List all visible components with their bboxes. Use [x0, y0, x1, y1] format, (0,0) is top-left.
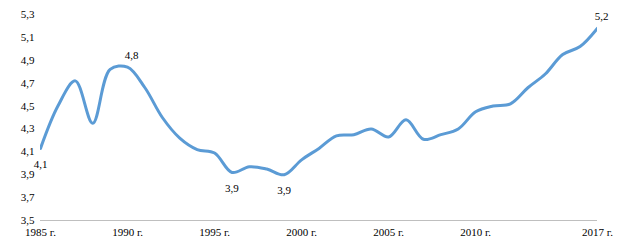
svg-text:5,3: 5,3: [21, 8, 35, 20]
svg-text:3,9: 3,9: [277, 184, 291, 196]
svg-text:2005 г.: 2005 г.: [373, 226, 404, 238]
svg-text:3,5: 3,5: [21, 214, 35, 226]
svg-text:1990 г.: 1990 г.: [112, 226, 143, 238]
svg-text:3,7: 3,7: [21, 191, 35, 203]
svg-text:4,9: 4,9: [21, 54, 35, 66]
svg-text:2010 г.: 2010 г.: [460, 226, 491, 238]
svg-text:3,9: 3,9: [225, 182, 239, 194]
svg-text:1985 г.: 1985 г.: [25, 226, 56, 238]
svg-text:4,5: 4,5: [21, 100, 35, 112]
svg-text:1995 г.: 1995 г.: [199, 226, 230, 238]
svg-text:2000 г.: 2000 г.: [286, 226, 317, 238]
svg-text:5,2: 5,2: [595, 10, 609, 22]
svg-text:4,7: 4,7: [21, 77, 35, 89]
svg-text:5,1: 5,1: [21, 31, 35, 43]
svg-text:3,9: 3,9: [21, 168, 35, 180]
svg-text:4,3: 4,3: [21, 122, 35, 134]
svg-text:4,1: 4,1: [21, 145, 35, 157]
svg-text:4,1: 4,1: [34, 158, 48, 170]
svg-text:2017 г.: 2017 г.: [582, 226, 613, 238]
svg-text:4,8: 4,8: [125, 49, 139, 61]
